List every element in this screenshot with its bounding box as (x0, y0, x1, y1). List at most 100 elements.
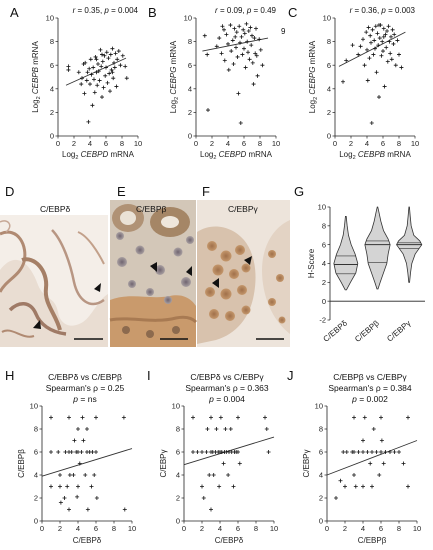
chart-g-y-tick-label: 10 (318, 203, 326, 212)
panel-label-j: J (287, 368, 294, 383)
chart-i-x-tick-label: 8 (254, 524, 258, 533)
chart-g-violin (333, 216, 359, 291)
chart-h-data-point (76, 427, 80, 431)
chart-c-y-tick-label: 6 (327, 61, 331, 70)
chart-h-x-tick-label: 2 (58, 524, 62, 533)
chart-a-data-point (94, 57, 99, 62)
chart-c-data-point (397, 52, 401, 57)
chart-a-data-point (104, 65, 108, 70)
chart-a-y-tick-label: 8 (50, 37, 54, 46)
chart-c-data-point (375, 31, 380, 36)
chart-c-data-point (365, 78, 370, 83)
chart-c-data-point (368, 33, 373, 38)
chart-b-data-point (253, 51, 258, 56)
chart-b-data-point (241, 27, 246, 32)
chart-b-data-point (236, 91, 241, 96)
arrowhead-icon (212, 278, 219, 288)
chart-b-x-tick-label: 4 (226, 139, 230, 148)
chart-c-x-tick-label: 10 (411, 139, 419, 148)
chart-c-data-point (379, 53, 384, 58)
chart-j-title-line-3: p = 0.002 (351, 394, 388, 404)
chart-a-data-point (106, 56, 111, 61)
chart-c-data-point (377, 23, 381, 28)
chart-i-x-tick-label: 6 (236, 524, 240, 533)
chart-j-y-axis-label: C/EBPγ (302, 449, 311, 477)
chart-h-data-point (69, 450, 74, 454)
chart-h-x-tick-label: 6 (94, 524, 98, 533)
chart-g-y-axis-label: H-Score (307, 248, 316, 278)
chart-a-data-point (109, 67, 114, 72)
chart-h-data-point (58, 500, 63, 505)
panel-label-f: F (202, 184, 210, 199)
chart-a-data-point (108, 52, 113, 57)
chart-g-y-tick-label: 4 (322, 259, 326, 268)
chart-c-regression-line (338, 31, 406, 67)
chart-a-data-point (98, 47, 103, 52)
chart-j-data-point (406, 415, 410, 420)
chart-i-title-line-3: p = 0.004 (208, 394, 245, 404)
chart-j-regression-line (326, 440, 418, 476)
chart-b-data-point (202, 33, 207, 38)
chart-c-data-point (395, 38, 400, 43)
chart-a-y-tick-label: 6 (50, 61, 54, 70)
chart-b-data-point (260, 63, 265, 68)
chart-b-y-tick-label: 10 (184, 14, 192, 23)
chart-a-data-point (107, 71, 112, 76)
chart-i-data-point (209, 507, 213, 512)
chart-b-data-point (240, 52, 245, 57)
chart-j-data-point (381, 461, 386, 466)
arrowhead-icon (94, 283, 101, 292)
chart-c-data-point (372, 38, 377, 43)
chart-h-data-point (81, 438, 86, 443)
arrowhead-icon (186, 266, 192, 276)
chart-b-stat-text: r = 0.09, p = 0.49 (215, 6, 277, 15)
chart-i-data-point (200, 484, 204, 489)
chart-i-data-point (236, 415, 240, 420)
chart-b-data-point (254, 26, 258, 31)
chart-c-x-tick-label: 0 (333, 139, 337, 148)
chart-b-data-point (251, 82, 256, 87)
chart-i-y-tick-label: 10 (172, 402, 180, 411)
chart-a-data-point (103, 73, 108, 78)
chart-a-data-point (111, 76, 116, 81)
chart-c-data-point (380, 39, 385, 44)
chart-i-x-tick-label: 10 (270, 524, 278, 533)
chart-j-data-point (374, 450, 379, 454)
chart-b-data-point (250, 33, 254, 38)
chart-i-data-point (191, 450, 195, 454)
chart-b-data-point (232, 26, 237, 31)
chart-a-data-point (95, 83, 100, 88)
chart-b-x-tick-label: 0 (194, 139, 198, 148)
chart-j-data-point (352, 473, 356, 477)
chart-c-data-point (381, 49, 385, 54)
chart-i-title-line-2: Spearman's ρ = 0.363 (185, 383, 269, 393)
chart-b-y-tick-label: 4 (188, 84, 192, 93)
chart-h-y-tick-label: 4 (34, 471, 38, 480)
chart-j-data-point (379, 415, 383, 420)
chart-a-data-point (105, 80, 110, 85)
chart-a-data-point (94, 70, 99, 75)
chart-c-y-tick-label: 10 (323, 14, 331, 23)
chart-i-data-point (207, 473, 212, 477)
chart-j-data-point (370, 484, 374, 489)
chart-a-y-tick-label: 2 (50, 108, 54, 117)
chart-a-data-point (100, 59, 105, 64)
chart-a-data-point (84, 78, 89, 83)
chart-a-stat-text: r = 0.35, p = 0.004 (73, 6, 139, 15)
chart-a-x-tick-label: 4 (88, 139, 92, 148)
chart-b-data-point (231, 62, 236, 67)
chart-i-x-axis-label: C/EBPδ (215, 536, 244, 545)
micrograph-f: C/EBPγ (197, 200, 290, 347)
chart-i-y-axis-label: C/EBPγ (159, 449, 168, 477)
chart-j-data-point (401, 461, 406, 466)
chart-a-data-point (89, 72, 94, 77)
chart-i-data-point (204, 450, 209, 454)
chart-h-data-point (49, 450, 53, 454)
chart-j-y-tick-label: 2 (319, 494, 323, 503)
chart-a-data-point (102, 53, 107, 58)
chart-j-data-point (370, 450, 374, 454)
micrograph-f-title: C/EBPγ (228, 204, 259, 214)
chart-h-data-point (71, 473, 76, 477)
